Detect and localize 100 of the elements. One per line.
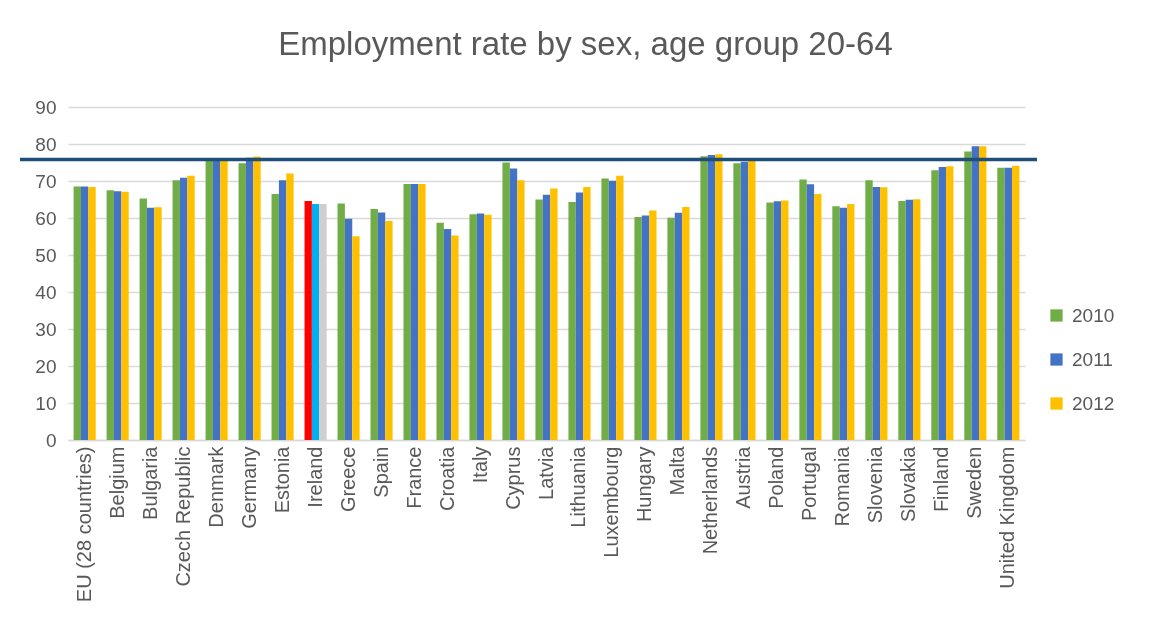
bar — [278, 180, 287, 440]
x-tick-label: Estonia — [270, 445, 293, 514]
bar — [733, 163, 741, 440]
y-tick-label: 70 — [35, 170, 57, 192]
chart-title: Employment rate by sex, age group 20-64 — [278, 25, 893, 62]
bar — [601, 178, 609, 440]
x-tick-label: Germany — [237, 446, 260, 529]
bar — [286, 173, 294, 440]
bar — [799, 179, 807, 440]
x-tick-label: Luxembourg — [600, 446, 623, 558]
bar — [304, 200, 312, 440]
x-tick-label: Portugal — [798, 446, 821, 521]
bar — [898, 200, 906, 440]
bar — [502, 162, 510, 440]
bar — [964, 151, 972, 440]
bar — [436, 222, 444, 440]
bar — [451, 235, 459, 440]
bar — [550, 188, 558, 440]
bar — [773, 201, 782, 440]
bar — [905, 199, 914, 440]
bar — [154, 207, 162, 440]
bar — [370, 209, 378, 440]
bar — [667, 217, 675, 440]
bar — [443, 229, 452, 440]
x-tick-label: Austria — [732, 445, 755, 509]
bar — [352, 236, 360, 440]
bar — [946, 166, 954, 440]
y-tick-label: 20 — [35, 355, 57, 377]
bar — [172, 180, 180, 440]
bar — [146, 207, 155, 440]
bar — [847, 203, 855, 440]
bar — [979, 146, 987, 440]
bar — [80, 186, 89, 440]
bar — [781, 200, 789, 440]
bar — [88, 186, 96, 440]
x-tick-label: Latvia — [534, 445, 557, 500]
y-tick-label: 90 — [35, 96, 57, 118]
bar — [1004, 167, 1013, 440]
bar — [509, 168, 518, 440]
bar — [179, 177, 188, 440]
bar — [997, 167, 1005, 440]
bar — [238, 163, 246, 440]
bar — [766, 202, 774, 440]
bar — [205, 159, 213, 440]
bar — [113, 191, 122, 440]
legend-label: 2011 — [1072, 348, 1113, 370]
bar — [682, 206, 690, 440]
x-tick-label: Malta — [666, 445, 689, 496]
x-tick-label: Cyprus — [501, 446, 524, 510]
bar — [700, 156, 708, 440]
x-tick-label: Slovakia — [897, 445, 920, 523]
x-tick-label: Denmark — [204, 445, 227, 528]
x-tick-label: Finland — [930, 446, 953, 513]
x-tick-label: Poland — [765, 446, 788, 509]
x-tick-label: Croatia — [435, 445, 458, 511]
bar — [913, 199, 921, 440]
bar — [971, 146, 980, 440]
bar — [872, 186, 881, 440]
bar — [806, 184, 815, 440]
y-tick-label: 60 — [35, 207, 57, 229]
x-tick-label: Bulgaria — [138, 445, 161, 520]
y-tick-label: 0 — [45, 429, 57, 451]
bar — [641, 215, 650, 440]
x-tick-label: Italy — [468, 446, 491, 484]
bar — [385, 220, 393, 440]
bar — [337, 203, 345, 440]
bar — [344, 218, 353, 440]
legend-label: 2012 — [1072, 392, 1115, 414]
bar — [814, 193, 822, 440]
bar — [139, 198, 147, 440]
bar — [1012, 165, 1020, 440]
bar — [476, 213, 485, 440]
x-tick-label: Belgium — [105, 446, 128, 519]
bar — [517, 180, 525, 440]
bar — [535, 199, 543, 440]
x-tick-label: Greece — [336, 446, 359, 513]
bar — [410, 183, 419, 440]
x-tick-label: EU (28 countries) — [72, 446, 95, 603]
x-tick-label: Lithuania — [567, 445, 590, 528]
bar — [484, 214, 492, 440]
bar — [568, 202, 576, 440]
bar — [187, 175, 195, 440]
y-tick-label: 40 — [35, 281, 57, 303]
bar — [121, 191, 129, 440]
bar — [931, 170, 939, 440]
x-tick-label: Sweden — [963, 446, 986, 519]
bar — [311, 203, 320, 440]
bar — [832, 206, 840, 440]
bar — [740, 161, 749, 440]
bar — [418, 183, 426, 440]
x-tick-label: Slovenia — [864, 445, 887, 524]
y-tick-label: 50 — [35, 244, 57, 266]
bar — [271, 193, 279, 440]
bar — [469, 214, 477, 440]
x-tick-label: Hungary — [633, 446, 656, 523]
bar — [715, 154, 723, 440]
y-tick-label: 10 — [35, 392, 57, 414]
x-tick-label: France — [402, 446, 425, 509]
bar — [575, 192, 584, 440]
bar — [212, 159, 221, 440]
